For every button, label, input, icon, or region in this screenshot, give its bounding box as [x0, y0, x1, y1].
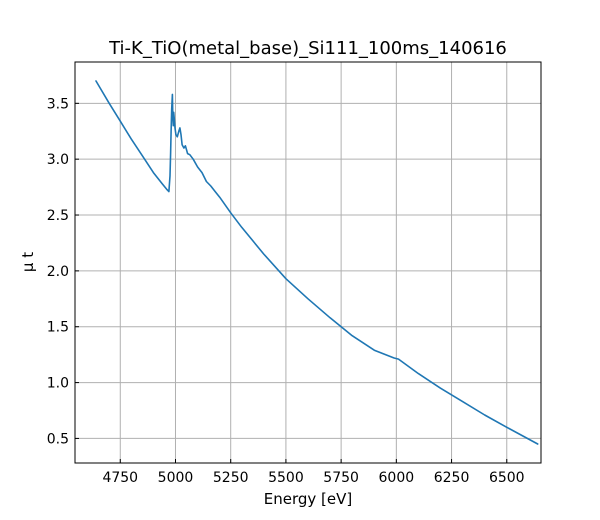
series-layer: [95, 80, 539, 445]
y-axis-title: μ t: [19, 252, 37, 272]
x-tick-label: 5250: [213, 470, 249, 486]
ticks: 4750 5000 5250 5500 5750 6000 6250 6500 0.5 1.0 1.…: [47, 96, 525, 486]
x-tick-label: 5500: [268, 470, 304, 486]
x-tick-label: 5000: [158, 470, 194, 486]
y-tick-label: 3.0: [47, 152, 69, 168]
x-tick-label: 6500: [489, 470, 525, 486]
series-line: [95, 80, 539, 445]
y-tick-label: 2.5: [47, 208, 69, 224]
x-tick-label: 5750: [323, 470, 359, 486]
grid: [75, 62, 541, 463]
x-tick-label: 6250: [434, 470, 470, 486]
y-tick-label: 1.0: [47, 376, 69, 392]
x-tick-label: 4750: [102, 470, 138, 486]
chart-title: Ti-K_TiO(metal_base)_Si111_100ms_140616: [108, 38, 507, 59]
x-axis-title: Energy [eV]: [264, 490, 352, 508]
y-tick-label: 2.0: [47, 264, 69, 280]
y-tick-label: 0.5: [47, 431, 69, 447]
x-tick-label: 6000: [379, 470, 415, 486]
y-tick-label: 3.5: [47, 96, 69, 112]
plot-frame: [74, 61, 542, 464]
y-tick-label: 1.5: [47, 320, 69, 336]
